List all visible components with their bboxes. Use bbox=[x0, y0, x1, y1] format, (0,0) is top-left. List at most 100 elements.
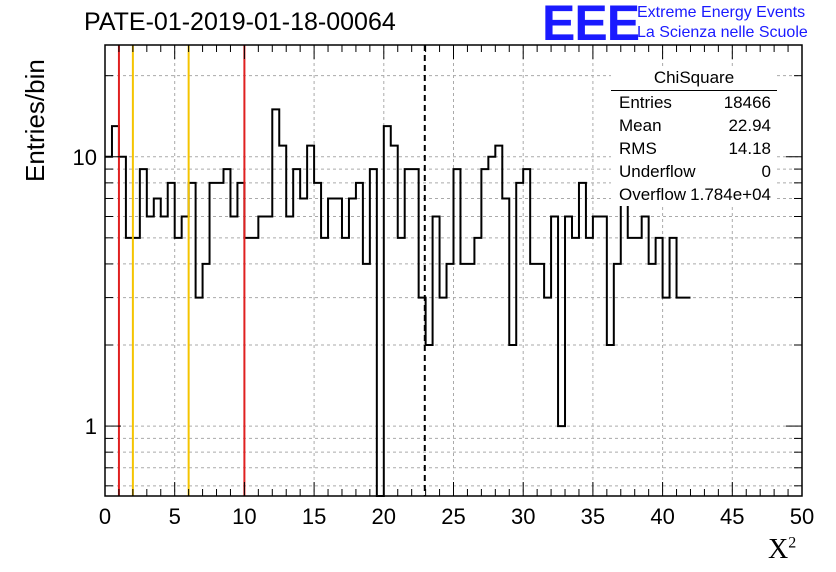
histogram-bin bbox=[670, 238, 677, 496]
histogram-bin bbox=[551, 217, 558, 496]
histogram-bin bbox=[307, 146, 314, 496]
histogram-bin bbox=[677, 298, 684, 496]
histogram-bin bbox=[544, 298, 551, 496]
histogram-bin bbox=[112, 126, 119, 496]
stats-title: ChiSquare bbox=[611, 66, 777, 91]
histogram-bin bbox=[572, 238, 579, 496]
histogram-bin bbox=[230, 217, 237, 496]
histogram-bin bbox=[356, 183, 363, 496]
histogram-bin bbox=[314, 183, 321, 496]
histogram-bin bbox=[474, 238, 481, 496]
x-tick-label: 40 bbox=[650, 504, 674, 529]
x-tick-label: 25 bbox=[441, 504, 465, 529]
histogram-bin bbox=[621, 169, 628, 496]
histogram-bin bbox=[579, 183, 586, 496]
histogram-bin bbox=[607, 345, 614, 496]
histogram-bin bbox=[649, 264, 656, 496]
histogram-bin bbox=[684, 298, 691, 496]
histogram-bin bbox=[154, 198, 161, 496]
x-tick-label: 35 bbox=[581, 504, 605, 529]
histogram-bin bbox=[405, 169, 412, 496]
histogram-bin bbox=[656, 238, 663, 496]
histogram-bin bbox=[244, 238, 251, 496]
histogram-bin bbox=[642, 217, 649, 496]
histogram-bin bbox=[203, 264, 210, 496]
histogram-bin bbox=[161, 217, 168, 496]
histogram-bin bbox=[189, 183, 196, 496]
histogram-bin bbox=[175, 238, 182, 496]
eee-logo: EEE bbox=[542, 0, 640, 51]
x-tick-label: 30 bbox=[511, 504, 535, 529]
histogram-bin bbox=[398, 238, 405, 496]
histogram-bin bbox=[168, 183, 175, 496]
stats-box: ChiSquare Entries 18466 Mean 22.94 RMS 14.1… bbox=[611, 66, 777, 206]
histogram-bin bbox=[279, 146, 286, 496]
histogram-bin bbox=[565, 217, 572, 496]
histogram-bin bbox=[440, 298, 447, 496]
histogram-bin bbox=[384, 126, 391, 496]
histogram-bin bbox=[210, 183, 217, 496]
histogram-bin bbox=[600, 217, 607, 496]
histogram-bin bbox=[335, 198, 342, 496]
histogram-bin bbox=[140, 169, 147, 496]
histogram-bin bbox=[258, 217, 265, 496]
histogram-bin bbox=[537, 264, 544, 496]
histogram-bin bbox=[105, 157, 112, 496]
histogram-bin bbox=[460, 264, 467, 496]
x-tick-label: 10 bbox=[232, 504, 256, 529]
histogram-bin bbox=[663, 298, 670, 496]
histogram-bin bbox=[391, 146, 398, 496]
y-tick-label: 10 bbox=[73, 145, 97, 170]
histogram-bin bbox=[321, 238, 328, 496]
histogram-bin bbox=[126, 238, 133, 496]
histogram-series bbox=[105, 108, 691, 497]
x-tick-label: 5 bbox=[169, 504, 181, 529]
x-tick-label: 50 bbox=[790, 504, 814, 529]
histogram-bin bbox=[286, 217, 293, 496]
histogram-bin bbox=[272, 109, 279, 496]
histogram-bin bbox=[196, 298, 203, 496]
histogram-bin bbox=[370, 169, 377, 496]
histogram-bin bbox=[133, 238, 140, 496]
histogram-bin bbox=[516, 183, 523, 496]
histogram-bin bbox=[467, 264, 474, 496]
histogram-bin bbox=[481, 169, 488, 496]
x-axis-label: X2 bbox=[768, 534, 797, 565]
histogram-bin bbox=[635, 238, 642, 496]
histogram-bin bbox=[217, 183, 224, 496]
histogram-bin bbox=[349, 198, 356, 496]
histogram-bin bbox=[342, 238, 349, 496]
histogram-bin bbox=[426, 345, 433, 496]
histogram-bin bbox=[433, 217, 440, 496]
stats-row-underflow: Underflow 0 bbox=[619, 162, 771, 181]
histogram-bin bbox=[251, 238, 258, 496]
plot-title: PATE-01-2019-01-18-00064 bbox=[84, 8, 396, 36]
x-tick-label: 0 bbox=[99, 504, 111, 529]
y-axis-label: Entries/bin bbox=[20, 59, 50, 182]
histogram-bin bbox=[488, 157, 495, 496]
histogram-bin bbox=[628, 238, 635, 496]
histogram-bin bbox=[223, 169, 230, 496]
y-tick-label: 1 bbox=[85, 414, 97, 439]
stats-row-entries: Entries 18466 bbox=[619, 93, 771, 112]
histogram-bin bbox=[593, 217, 600, 496]
histogram-bin bbox=[530, 264, 537, 496]
histogram-bin bbox=[502, 198, 509, 496]
histogram-bin bbox=[363, 264, 370, 496]
histogram-bin bbox=[447, 264, 454, 496]
histogram-bin bbox=[147, 217, 154, 496]
logo-line-2: La Scienza nelle Scuole bbox=[637, 24, 808, 41]
histogram-bin bbox=[119, 157, 126, 496]
histogram-bin bbox=[237, 183, 244, 496]
x-tick-label: 15 bbox=[302, 504, 326, 529]
histogram-bin bbox=[300, 198, 307, 496]
histogram-bin bbox=[412, 169, 419, 496]
histogram-bin bbox=[328, 198, 335, 496]
histogram-bin bbox=[495, 146, 502, 496]
x-tick-label: 20 bbox=[372, 504, 396, 529]
histogram-bin bbox=[614, 264, 621, 496]
histogram-bin bbox=[523, 169, 530, 496]
logo-line-1: Extreme Energy Events bbox=[637, 4, 806, 21]
histogram-bin bbox=[586, 238, 593, 496]
